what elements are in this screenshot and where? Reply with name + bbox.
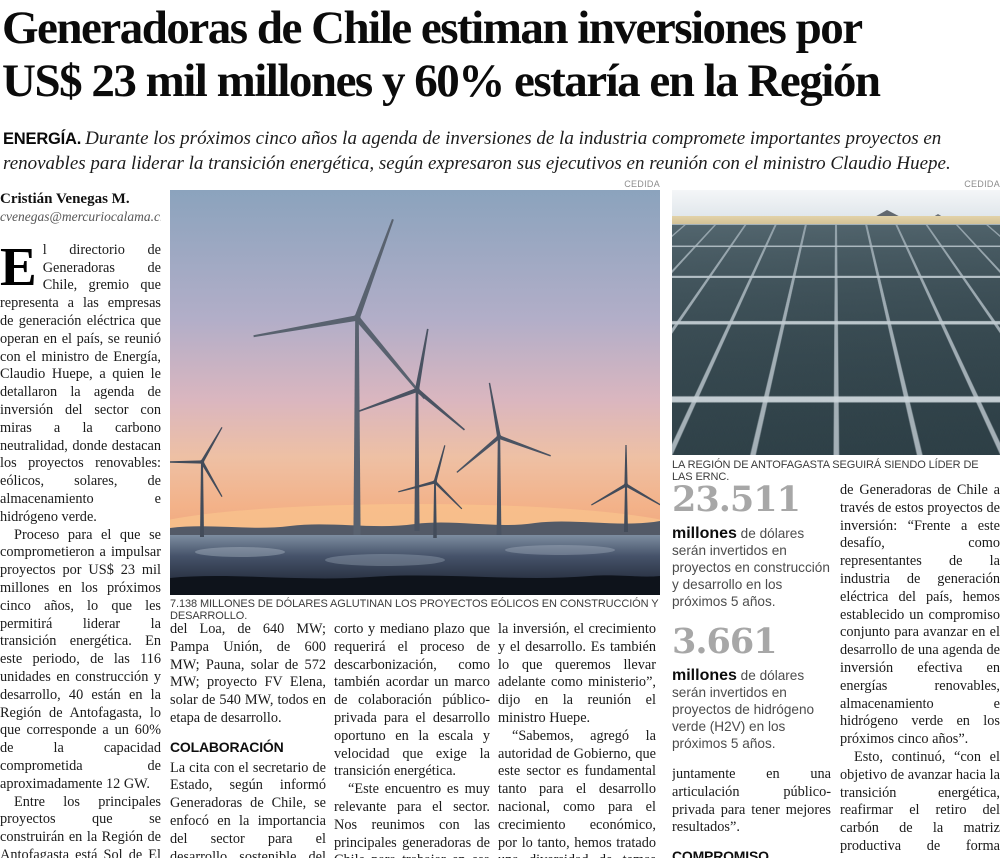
figure-unit: millones xyxy=(672,667,737,684)
drop-cap: E xyxy=(0,235,37,297)
paragraph: Entre los principales proyectos que se c… xyxy=(0,793,161,858)
figure-description: de dólares serán invertidos en proyectos… xyxy=(672,526,830,609)
paragraph: del Loa, de 640 MW; Pampa Unión, de 600 … xyxy=(170,621,326,726)
wind-photo-caption: 7.138 MILLONES DE DÓLARES AGLUTINAN LOS … xyxy=(170,598,659,622)
figure-text: millones de dólares serán invertidos en … xyxy=(672,667,831,752)
solar-panels-photo xyxy=(672,190,1000,455)
deck: ENERGÍA. Durante los próximos cinco años … xyxy=(3,126,997,176)
wind-photo-credit: CEDIDA xyxy=(624,179,660,189)
figure-value: 23.511 xyxy=(672,482,801,520)
desert-strip xyxy=(672,216,1000,229)
article-column-5: 23.511 millones de dólares serán inverti… xyxy=(672,482,831,858)
article-column-3: corto y mediano plazo que requerirá el p… xyxy=(334,621,490,858)
paragraph: Proceso para el que se comprometieron a … xyxy=(0,526,161,792)
headline-line-1: Generadoras de Chile estiman inversiones… xyxy=(2,2,863,54)
byline-email: cvenegas@mercuriocalama.cl xyxy=(0,209,161,224)
section-heading-colaboracion: COLABORACIÓN xyxy=(170,738,284,755)
section-heading-compromiso: COMPROMISO xyxy=(672,848,769,858)
figure-unit: millones xyxy=(672,525,737,542)
headline: Generadoras de Chile estiman inversiones… xyxy=(2,2,998,108)
solar-photo-caption: LA REGIÓN DE ANTOFAGASTA SEGUIRÁ SIENDO … xyxy=(672,459,979,483)
article-column-6: de Generadoras de Chile a través de esto… xyxy=(840,482,1000,858)
paragraph: la inversión, el crecimiento y el desarr… xyxy=(498,621,656,726)
article-column-2: del Loa, de 640 MW; Pampa Unión, de 600 … xyxy=(170,621,326,858)
figure-block-hydrogen: 3.661 millones de dólares serán invertid… xyxy=(672,624,831,752)
paragraph: La cita con el secretario de Estado, seg… xyxy=(170,759,326,858)
figure-description: de dólares serán invertidos en proyectos… xyxy=(672,668,815,751)
paragraph-text: l directorio de Generadoras de Chile, gr… xyxy=(0,241,161,525)
wind-photo-illustration xyxy=(170,190,660,595)
paragraph: “Este encuentro es muy relevante para el… xyxy=(334,781,490,858)
byline-author: Cristián Venegas M. xyxy=(0,191,130,207)
paragraph: Esto, continuó, “con el objetivo de avan… xyxy=(840,749,1000,858)
paragraph: de Generadoras de Chile a través de esto… xyxy=(840,482,1000,748)
figure-block-construction: 23.511 millones de dólares serán inverti… xyxy=(672,482,831,610)
paragraph-text: Esto, continuó, “con el objetivo de avan… xyxy=(840,748,1000,858)
article-column-1: Cristián Venegas M. cvenegas@mercuriocal… xyxy=(0,190,161,858)
section-kicker: ENERGÍA. xyxy=(3,130,82,148)
paragraph: “Sabemos, agregó la autoridad de Gobiern… xyxy=(498,727,656,858)
headline-line-2: US$ 23 mil millones y 60% estaría en la … xyxy=(2,55,881,108)
solar-photo-credit: CEDIDA xyxy=(964,179,1000,189)
deck-text: Durante los próximos cinco años la agend… xyxy=(3,128,951,175)
article-column-4: la inversión, el crecimiento y el desarr… xyxy=(498,621,656,858)
paragraph: juntamente en una articulación público-p… xyxy=(672,766,831,836)
paragraph: corto y mediano plazo que requerirá el p… xyxy=(334,621,490,780)
figure-text: millones de dólares serán invertidos en … xyxy=(672,525,831,610)
wind-turbines-photo xyxy=(170,190,660,595)
figure-value: 3.661 xyxy=(672,621,778,662)
